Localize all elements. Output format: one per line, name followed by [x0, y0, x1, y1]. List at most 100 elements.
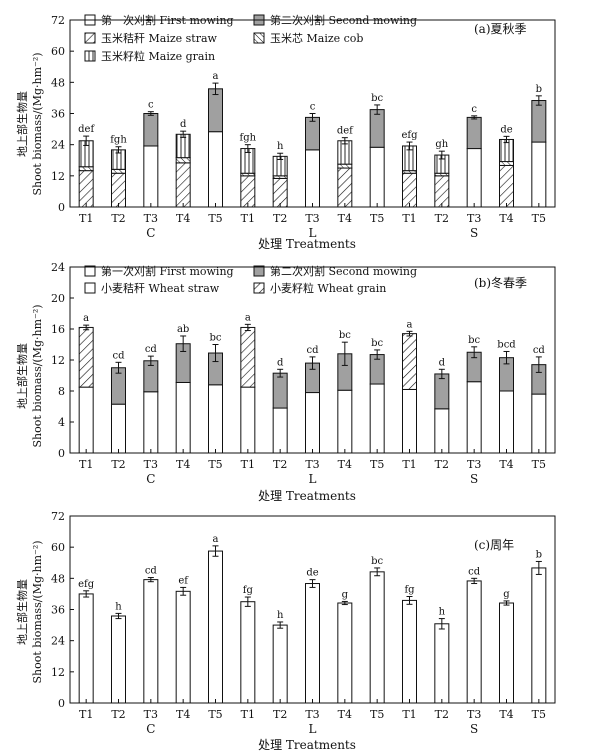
group-label: S: [470, 472, 478, 486]
significance-letter: b: [536, 84, 542, 95]
x-tick-label: T3: [467, 212, 481, 225]
x-tick-label: T2: [273, 708, 287, 721]
bar-segment: [369, 571, 385, 704]
significance-letter: c: [471, 104, 477, 115]
bar-segment: [143, 391, 159, 454]
bar-segment: [499, 164, 514, 208]
panel-b: (b)冬春季 地上部生物量 Shoot biomass/(Mg·hm⁻²) 处理…: [15, 261, 556, 503]
significance-letter: cd: [306, 345, 319, 356]
bar-segment: [402, 333, 417, 390]
x-tick-label: T5: [208, 458, 222, 471]
x-tick-label: T4: [338, 458, 352, 471]
significance-letter: d: [277, 357, 284, 368]
significance-letter: efg: [401, 130, 418, 141]
group-label: S: [470, 722, 478, 736]
legend-label-wheat-grain: 小麦籽粒 Wheat grain: [270, 281, 386, 295]
y-tick-label: 8: [58, 385, 65, 398]
significance-letter: fgh: [240, 133, 257, 144]
panel-b-xlabel: 处理 Treatments: [258, 489, 356, 503]
significance-letter: bc: [339, 330, 351, 341]
significance-letter: gh: [435, 139, 448, 150]
y-tick-label: 60: [51, 45, 65, 58]
y-tick-label: 24: [51, 261, 65, 274]
x-tick-label: T5: [370, 458, 384, 471]
significance-letter: c: [148, 100, 154, 111]
y-tick-label: 0: [58, 697, 65, 710]
panel-b-ylabel-cn: 地上部生物量: [15, 343, 29, 409]
bar-segment: [111, 403, 126, 454]
y-tick-label: 72: [51, 14, 65, 27]
legend-label-maize-grain: 玉米籽粒 Maize grain: [101, 49, 215, 63]
bar-segment: [499, 390, 514, 454]
bar-segment: [434, 408, 450, 454]
significance-letter: a: [213, 71, 219, 82]
bar-segment: [434, 373, 450, 410]
significance-letter: cd: [112, 350, 125, 361]
x-tick-label: T1: [79, 212, 93, 225]
legend-swatch-second-mowing: [253, 265, 265, 277]
group-label: L: [309, 722, 317, 736]
x-tick-label: T3: [467, 458, 481, 471]
legend-swatch-maize-straw: [84, 32, 96, 44]
panel-b-title: (b)冬春季: [474, 275, 527, 290]
x-tick-label: T4: [176, 708, 190, 721]
group-label: L: [309, 472, 317, 486]
bar-segment: [240, 386, 256, 454]
significance-letter: h: [277, 141, 284, 152]
bar-segment: [305, 392, 320, 454]
y-tick-label: 0: [58, 201, 65, 214]
x-tick-label: T2: [111, 708, 125, 721]
bar-segment: [111, 615, 126, 704]
bar-segment: [111, 172, 126, 208]
bar-segment: [369, 109, 385, 148]
panel-c-ylabel-en: Shoot biomass/(Mg·hm⁻²): [31, 540, 44, 683]
y-tick-label: 12: [51, 170, 65, 183]
bar-segment: [272, 372, 288, 409]
significance-letter: efg: [78, 579, 95, 590]
x-tick-label: T2: [435, 212, 449, 225]
bar-segment: [208, 384, 223, 454]
panel-a-ylabel-en: Shoot biomass/(Mg·hm⁻²): [31, 52, 44, 195]
y-tick-label: 48: [51, 76, 65, 89]
significance-letter: bc: [371, 556, 383, 567]
bar-segment: [208, 131, 223, 208]
significance-letter: a: [407, 319, 413, 330]
panel-a-ylabel-cn: 地上部生物量: [15, 91, 29, 157]
significance-letter: c: [310, 102, 316, 113]
significance-letter: def: [78, 124, 95, 135]
significance-letter: a: [83, 313, 89, 324]
legend-swatch-wheat-straw: [84, 282, 96, 294]
bar-segment: [240, 326, 256, 388]
y-tick-label: 20: [51, 292, 65, 305]
bar-segment: [272, 177, 288, 208]
y-tick-label: 72: [51, 510, 65, 523]
group-label: C: [146, 472, 155, 486]
bar-segment: [111, 168, 126, 174]
bar-segment: [143, 145, 159, 208]
bar-segment: [369, 146, 385, 208]
bar-segment: [402, 172, 417, 208]
group-label: C: [146, 722, 155, 736]
bar-segment: [337, 163, 353, 169]
bar-segment: [78, 326, 94, 388]
x-tick-label: T2: [111, 458, 125, 471]
significance-letter: h: [115, 601, 122, 612]
bar-segment: [369, 383, 385, 454]
x-tick-label: T3: [305, 212, 319, 225]
legend-label-first-mowing: 第一次刈割 First mowing: [101, 264, 234, 278]
bar-segment: [531, 141, 547, 208]
x-tick-label: T4: [499, 708, 513, 721]
significance-letter: cd: [145, 566, 158, 577]
x-tick-label: T5: [208, 212, 222, 225]
bar-segment: [143, 579, 159, 704]
panel-a: (a)夏秋季 地上部生物量 Shoot biomass/(Mg·hm⁻²) 处理…: [15, 13, 556, 251]
bar-segment: [175, 590, 191, 704]
y-tick-label: 24: [51, 635, 65, 648]
y-tick-label: 4: [58, 416, 65, 429]
bar-segment: [337, 167, 353, 208]
significance-letter: bc: [371, 93, 383, 104]
bar-segment: [466, 381, 482, 454]
x-tick-label: T1: [402, 458, 416, 471]
y-tick-label: 48: [51, 572, 65, 585]
bar-segment: [499, 602, 514, 704]
